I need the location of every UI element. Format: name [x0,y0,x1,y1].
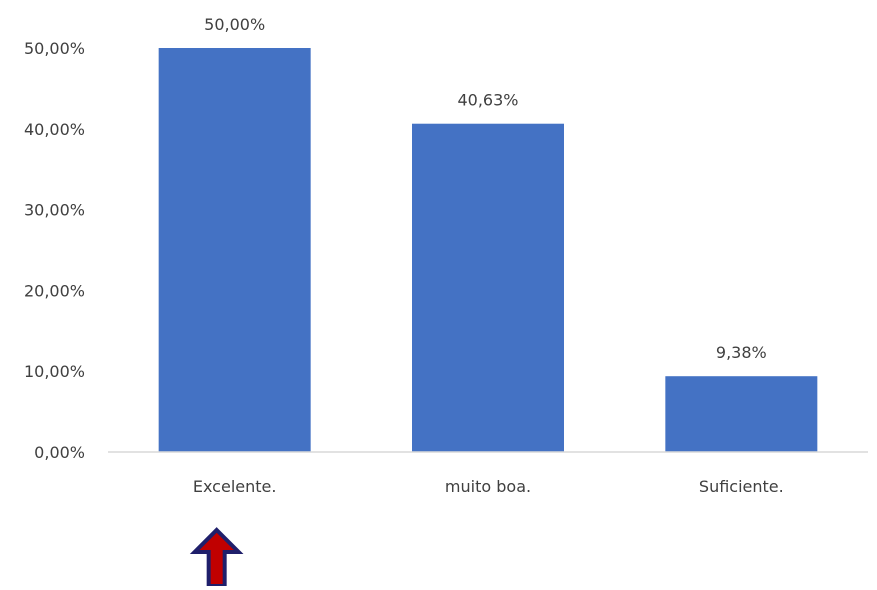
y-tick-label: 20,00% [24,281,85,300]
bar [665,376,818,452]
x-tick-label: Excelente. [193,477,277,496]
bar [412,123,564,453]
x-tick-label: muito boa. [445,477,531,496]
bars-group [158,48,818,453]
y-tick-label: 50,00% [24,39,85,58]
data-label: 40,63% [457,91,518,110]
x-tick-label: Suficiente. [699,477,784,496]
data-label: 9,38% [716,343,767,362]
bar [158,48,311,452]
y-tick-label: 40,00% [24,120,85,139]
y-tick-label: 10,00% [24,362,85,381]
data-label: 50,00% [204,15,265,34]
annotation-group [189,527,244,588]
y-tick-label: 30,00% [24,201,85,220]
data-labels-group: 50,00% 40,63% 9,38% [204,15,767,362]
x-axis-category-labels: Excelente. muito boa. Suficiente. [193,477,784,496]
y-axis-tick-labels: 0,00% 10,00% 20,00% 30,00% 40,00% 50,00% [24,39,85,462]
y-tick-label: 0,00% [34,443,85,462]
up-arrow-icon [189,527,244,588]
